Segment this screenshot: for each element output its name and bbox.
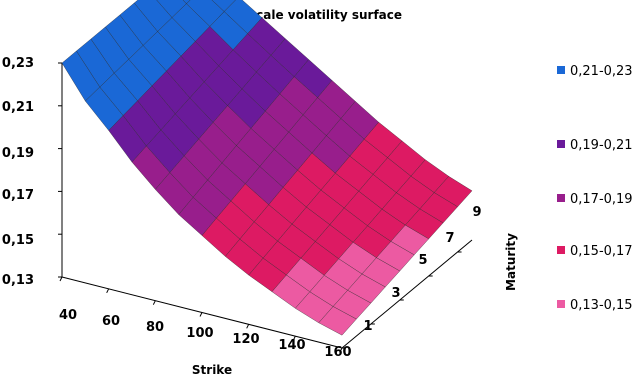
- legend-label: 0,13-0,15: [570, 298, 633, 313]
- x-tick-mark: [339, 347, 343, 353]
- z-tick-label: 0,23: [2, 56, 34, 71]
- x-tick-label: 140: [278, 338, 305, 353]
- legend-swatch: [557, 300, 565, 308]
- x-tick-label: 80: [146, 320, 164, 335]
- surface-cell: [182, 0, 191, 5]
- z-tick-label: 0,15: [2, 233, 34, 248]
- legend-label: 0,15-0,17: [570, 244, 633, 259]
- y-tick-label: 5: [418, 253, 427, 268]
- y-axis-title: Maturity: [504, 233, 518, 291]
- x-tick-label: 160: [324, 345, 351, 360]
- legend-label: 0,21-0,23: [570, 64, 633, 79]
- legend-label: 0,19-0,21: [570, 138, 633, 153]
- y-tick-label: 7: [445, 231, 454, 246]
- legend-swatch: [557, 194, 565, 202]
- x-tick-mark: [152, 300, 156, 305]
- legend-swatch: [557, 246, 565, 254]
- legend-swatch: [557, 66, 565, 74]
- y-tick-label: 9: [472, 205, 481, 220]
- legend-label: 0,17-0,19: [570, 192, 633, 207]
- x-tick-label: 60: [102, 314, 120, 329]
- x-axis-title: Strike: [192, 363, 232, 377]
- legend-swatch: [557, 140, 565, 148]
- z-tick-label: 0,13: [2, 273, 34, 288]
- x-tick-mark: [106, 288, 110, 294]
- z-tick-label: 0,17: [2, 188, 34, 203]
- x-tick-label: 120: [232, 332, 259, 347]
- z-tick-label: 0,19: [2, 146, 34, 161]
- z-tick-label: 0,21: [2, 100, 34, 115]
- y-tick-label: 1: [363, 319, 372, 334]
- x-tick-mark: [59, 276, 63, 282]
- plot-walls: [58, 62, 473, 353]
- y-axis-line: [341, 239, 473, 349]
- legend: 0,21-0,23 0,19-0,21 0,17-0,19 0,15-0,17 …: [557, 64, 633, 313]
- x-tick-mark: [199, 312, 203, 317]
- surface-plot: [61, 0, 473, 336]
- surface-cell: [318, 306, 357, 336]
- x-tick-label: 100: [186, 326, 213, 341]
- y-tick-label: 3: [391, 286, 400, 301]
- x-tick-label: 40: [59, 308, 77, 323]
- x-tick-mark: [292, 335, 296, 341]
- x-tick-mark: [246, 324, 250, 329]
